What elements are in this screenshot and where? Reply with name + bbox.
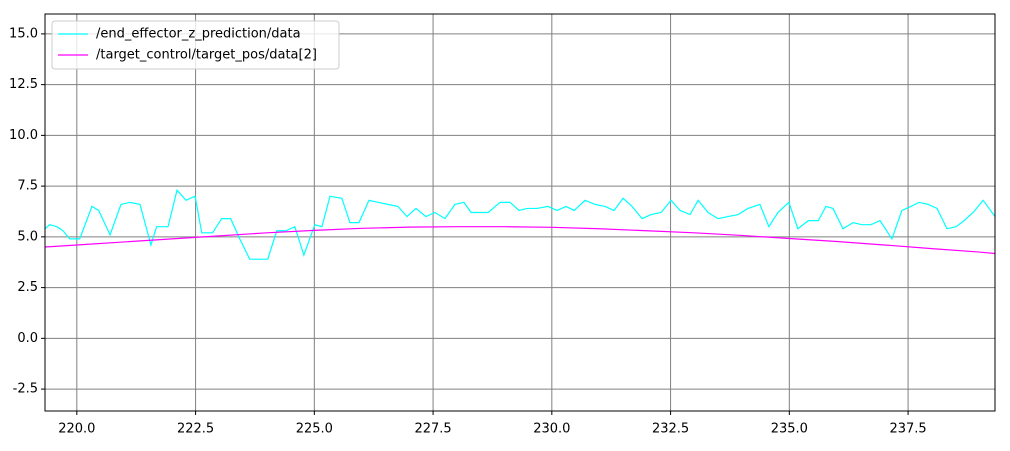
y-tick-label: -2.5 [13, 382, 38, 397]
y-tick-label: 2.5 [17, 280, 38, 295]
x-tick-label: 220.0 [58, 422, 95, 437]
series-line [45, 188, 995, 260]
x-tick-label: 227.5 [414, 422, 451, 437]
x-tick-label: 222.5 [177, 422, 214, 437]
x-tick-label: 230.0 [533, 422, 570, 437]
x-tick-label: 235.0 [771, 422, 808, 437]
legend-label: /target_control/target_pos/data[2] [96, 48, 317, 63]
y-tick-label: 12.5 [9, 77, 38, 92]
legend: /end_effector_z_prediction/data/target_c… [51, 20, 340, 70]
y-tick-label: 0.0 [17, 331, 38, 346]
y-tick-label: 7.5 [17, 179, 38, 194]
plot-frame [44, 13, 996, 412]
legend-box [51, 20, 340, 70]
series-line [45, 226, 995, 255]
x-tick-label: 237.5 [889, 422, 926, 437]
legend-label: /end_effector_z_prediction/data [96, 27, 301, 42]
x-tick-label: 232.5 [652, 422, 689, 437]
y-tick-label: 5.0 [17, 229, 38, 244]
y-tick-label: 15.0 [9, 26, 38, 41]
x-tick-label: 225.0 [296, 422, 333, 437]
y-tick-label: 10.0 [9, 128, 38, 143]
